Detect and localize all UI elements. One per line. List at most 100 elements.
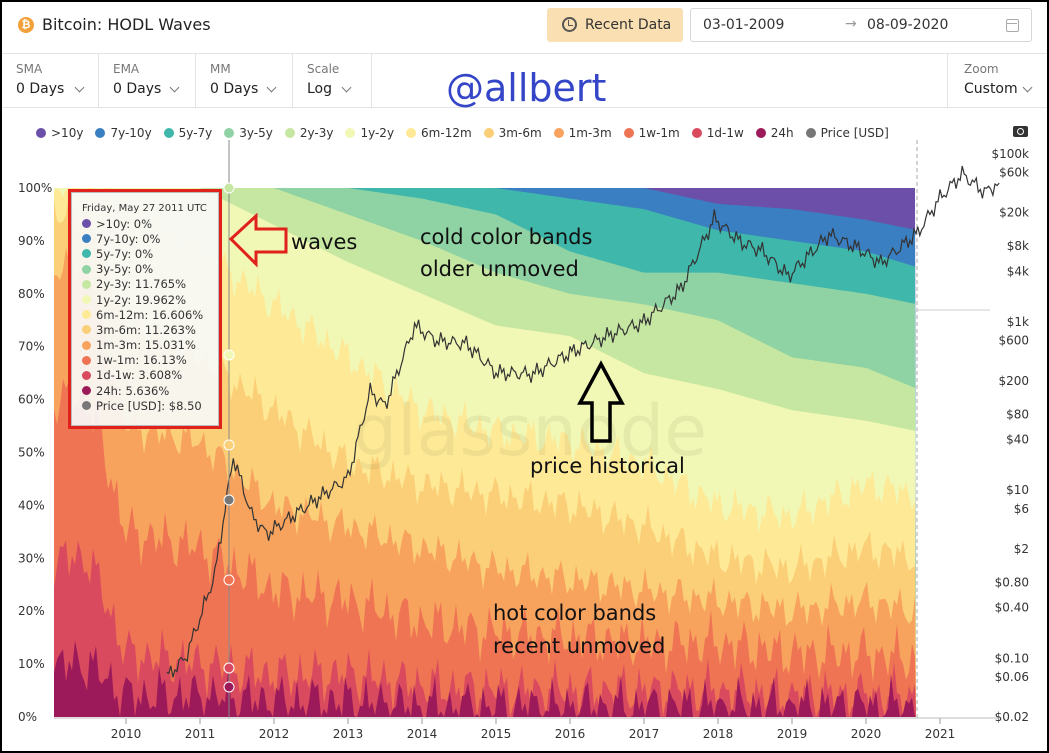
tooltip-row: 7y-10y: 0% — [82, 231, 218, 246]
x-tick-label: 2011 — [185, 727, 216, 741]
page-title: Bitcoin: HODL Waves — [42, 15, 211, 34]
band-1w1m — [54, 378, 916, 717]
author-handle: @allbert — [446, 66, 607, 110]
date-end[interactable]: 08-09-2020 — [867, 17, 949, 33]
legend-item[interactable]: 5y-7y — [163, 124, 213, 142]
legend-item[interactable]: 1d-1w — [691, 124, 744, 142]
legend-item[interactable]: 24h — [755, 124, 794, 142]
band-1d1w — [54, 540, 916, 717]
legend-dot — [36, 128, 46, 138]
price-line — [166, 165, 1000, 678]
x-tick-label: 2019 — [777, 727, 808, 741]
sma-select[interactable]: SMA 0 Days — [2, 54, 99, 108]
tooltip-value: >10y: 0% — [96, 216, 153, 231]
tooltip-dot — [82, 295, 91, 305]
legend-item[interactable]: 3m-6m — [483, 124, 542, 142]
legend-dot — [483, 128, 494, 138]
tooltip-row: 1d-1w: 3.608% — [82, 368, 218, 383]
tooltip-row: 6m-12m: 16.606% — [82, 307, 218, 322]
y-tick-label: 10% — [18, 657, 45, 671]
tooltip-dot — [82, 401, 91, 411]
sma-value: 0 Days — [16, 81, 65, 97]
annotation-text: waves — [291, 230, 357, 254]
y-tick-label: 100% — [18, 181, 52, 195]
legend-label: 1y-2y — [360, 126, 395, 140]
date-range-picker[interactable]: 03-01-2009 → 08-09-2020 — [690, 8, 1032, 42]
legend-item[interactable]: Price [USD] — [805, 124, 889, 142]
y-tick-label: 90% — [18, 234, 45, 248]
glassnode-watermark: glassnode — [353, 390, 707, 472]
legend-dot — [284, 128, 295, 138]
chart-legend: >10y 7y-10y 5y-7y 3y-5y 2y-3y 1y-2y 6m-12m 3m-6… — [36, 124, 901, 142]
y-right-tick-label: $40 — [1006, 433, 1029, 447]
legend-item[interactable]: >10y — [36, 124, 83, 142]
tooltip-row: 1m-3m: 15.031% — [82, 338, 218, 353]
y-tick-label: 60% — [18, 393, 45, 407]
legend-item[interactable]: 7y-10y — [95, 124, 152, 142]
legend-item[interactable]: 2y-3y — [284, 124, 334, 142]
tooltip-value: 24h: 5.636% — [96, 383, 170, 398]
legend-label: 7y-10y — [110, 126, 152, 140]
bitcoin-icon: ₿ — [18, 17, 34, 33]
tooltip-value: Price [USD]: $8.50 — [96, 398, 202, 413]
legend-label: 3y-5y — [239, 126, 273, 140]
y-tick-label: 30% — [18, 551, 45, 565]
y-right-tick-label: $0.10 — [995, 651, 1029, 665]
y-tick-label: 70% — [18, 340, 45, 354]
controls-bar: SMA 0 Days EMA 0 Days MM 0 Days Scale Lo… — [2, 54, 1047, 108]
clock-icon — [562, 17, 577, 32]
tooltip-value: 3m-6m: 11.263% — [96, 322, 196, 337]
y-right-tick-label: $6 — [1014, 502, 1029, 516]
legend-item[interactable]: 1y-2y — [345, 124, 394, 142]
mm-select[interactable]: MM 0 Days — [196, 54, 293, 108]
recent-data-button[interactable]: Recent Data — [547, 8, 683, 42]
legend-item[interactable]: 6m-12m — [406, 124, 472, 142]
legend-label: Price [USD] — [820, 126, 889, 140]
legend-dot — [755, 128, 766, 138]
legend-label: 5y-7y — [178, 126, 213, 140]
tooltip-value: 1w-1m: 16.13% — [96, 353, 187, 368]
y-right-tick-label: $0.80 — [995, 575, 1029, 589]
legend-label: 2y-3y — [299, 126, 334, 140]
x-tick-label: 2010 — [111, 727, 142, 741]
y-right-tick-label: $0.02 — [995, 710, 1029, 724]
x-tick-label: 2017 — [629, 727, 660, 741]
tooltip-value: 2y-3y: 11.765% — [96, 277, 187, 292]
x-tick-label: 2021 — [925, 727, 956, 741]
legend-label: 1d-1w — [706, 126, 744, 140]
tooltip-dot — [82, 370, 91, 380]
crosshair-marker — [223, 574, 235, 586]
calendar-icon[interactable] — [1006, 19, 1019, 32]
mm-value: 0 Days — [210, 81, 259, 97]
legend-item[interactable]: 1w-1m — [623, 124, 680, 142]
legend-item[interactable]: 3y-5y — [224, 124, 273, 142]
ema-value: 0 Days — [113, 81, 162, 97]
tooltip-dot — [82, 264, 91, 274]
legend-label: 24h — [770, 126, 794, 140]
zoom-select[interactable]: Zoom Custom — [947, 54, 1047, 108]
crosshair-marker — [223, 349, 235, 361]
crosshair-marker — [223, 182, 235, 194]
y-right-tick-label: $100k — [992, 147, 1030, 161]
tooltip-row: 2y-3y: 11.765% — [82, 277, 218, 292]
tooltip-dot — [82, 325, 91, 335]
crosshair-marker — [223, 681, 235, 693]
tooltip-row: >10y: 0% — [82, 216, 218, 231]
tooltip-value: 5y-7y: 0% — [96, 246, 154, 261]
scale-select[interactable]: Scale Log — [293, 54, 372, 108]
legend-dot — [345, 128, 356, 138]
tooltip-row: 3m-6m: 11.263% — [82, 322, 218, 337]
legend-item[interactable]: 1m-3m — [553, 124, 612, 142]
ema-select[interactable]: EMA 0 Days — [99, 54, 196, 108]
camera-icon[interactable] — [1013, 126, 1028, 137]
y-right-tick-label: $2 — [1014, 542, 1029, 556]
tooltip-dot — [82, 340, 91, 350]
scale-value: Log — [307, 81, 333, 97]
tooltip-value: 1d-1w: 3.608% — [96, 368, 183, 383]
x-tick-label: 2018 — [703, 727, 734, 741]
date-start[interactable]: 03-01-2009 — [703, 17, 785, 33]
tooltip-value: 1m-3m: 15.031% — [96, 338, 196, 353]
annotation-text: older unmoved — [420, 257, 579, 281]
x-tick-label: 2015 — [481, 727, 512, 741]
